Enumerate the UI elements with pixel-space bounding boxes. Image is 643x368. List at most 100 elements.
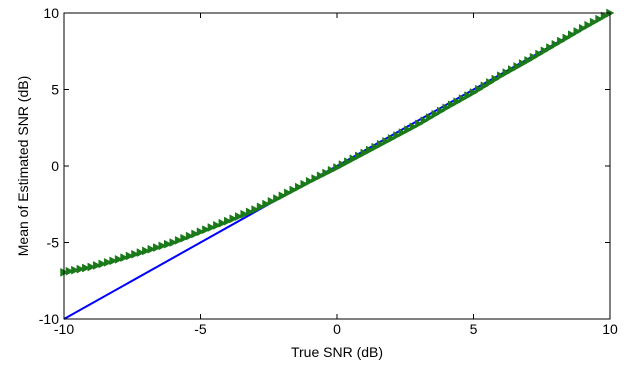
y-tick-label-3: 5	[51, 82, 59, 98]
series-1-marker-50	[333, 163, 342, 172]
series-1-marker-7	[98, 259, 107, 269]
series-1-marker-8	[103, 257, 113, 267]
series-1-marker-57	[371, 142, 380, 152]
series-1-marker-38	[267, 196, 277, 206]
series-1-marker-5	[87, 262, 96, 272]
y-tick-label-4: 10	[43, 5, 59, 21]
series-1-marker-21	[174, 235, 184, 245]
series-1-marker-47	[316, 171, 326, 181]
series-1-marker-36	[256, 202, 266, 212]
series-1-marker-85	[524, 56, 533, 65]
series-1-marker-86	[529, 52, 539, 62]
series-1-marker-42	[289, 185, 298, 195]
series-1-marker-3	[76, 264, 85, 274]
series-1-marker-45	[305, 176, 315, 186]
series-1-marker-30	[224, 216, 233, 226]
series-1-marker-67	[426, 113, 435, 122]
series-1-marker-75	[469, 88, 479, 97]
series-1-marker-79	[491, 74, 500, 84]
series-1-marker-90	[551, 39, 560, 49]
x-tick-label-0: -10	[54, 321, 74, 337]
series-1-marker-66	[420, 116, 429, 126]
series-1-marker-60	[387, 134, 397, 143]
series-1-marker-54	[355, 151, 364, 161]
series-1-marker-78	[486, 78, 495, 87]
series-1-marker-51	[338, 160, 347, 170]
y-axis-label: Mean of Estimated SNR (dB)	[15, 76, 31, 257]
series-1-marker-73	[458, 94, 468, 104]
series-1-marker-32	[234, 212, 244, 221]
series-1-marker-49	[327, 165, 337, 175]
series-1-marker-74	[464, 91, 473, 101]
series-1-marker-26	[202, 225, 211, 235]
series-1-marker-92	[562, 33, 571, 43]
series-1-marker-97	[589, 17, 599, 27]
series-1-marker-35	[251, 205, 260, 215]
series-1-marker-80	[497, 71, 506, 81]
series-1-marker-70	[442, 103, 451, 113]
series-1-marker-18	[158, 241, 167, 251]
series-1-marker-23	[185, 231, 195, 241]
series-1-marker-98	[595, 14, 604, 24]
series-1-marker-83	[513, 62, 522, 71]
series-1-marker-64	[409, 122, 418, 132]
series-1-marker-6	[93, 261, 102, 270]
series-1-marker-29	[218, 218, 227, 228]
series-1-marker-16	[147, 244, 156, 254]
series-1-marker-48	[322, 168, 331, 178]
series-1-marker-84	[518, 59, 528, 68]
series-1-marker-59	[382, 136, 391, 146]
series-1-marker-13	[131, 249, 140, 259]
series-1-marker-44	[300, 179, 309, 189]
series-1-marker-28	[213, 220, 222, 230]
series-layer	[60, 8, 615, 320]
series-1-marker-40	[278, 191, 287, 201]
series-1-marker-99	[600, 11, 610, 21]
y-tick-label-0: -10	[39, 311, 59, 327]
series-1-marker-9	[109, 256, 118, 266]
series-1-marker-89	[546, 43, 555, 52]
series-1-marker-20	[169, 238, 178, 247]
series-line-1	[63, 12, 611, 274]
series-1-marker-55	[360, 148, 369, 158]
series-1-marker-61	[393, 131, 402, 140]
series-1-marker-65	[415, 119, 424, 129]
series-1-marker-24	[191, 229, 200, 239]
series-1-marker-41	[284, 188, 293, 198]
y-tick-label-1: -5	[47, 235, 60, 251]
series-1-marker-46	[311, 174, 320, 183]
x-tick-label-4: 10	[602, 321, 618, 337]
series-1-marker-56	[366, 145, 375, 155]
x-tick-label-1: -5	[194, 321, 207, 337]
series-1-marker-94	[573, 27, 582, 36]
series-1-marker-96	[584, 20, 593, 30]
series-1-marker-91	[557, 36, 566, 46]
x-tick-label-3: 5	[470, 321, 478, 337]
series-1-marker-62	[398, 128, 408, 138]
series-1-marker-93	[568, 30, 577, 40]
series-1-marker-4	[82, 263, 91, 273]
y-tick-label-2: 0	[51, 158, 59, 174]
series-1-marker-82	[507, 65, 517, 75]
series-1-marker-12	[125, 251, 135, 261]
series-1-marker-37	[262, 199, 271, 209]
series-1-marker-10	[114, 254, 124, 264]
series-1-marker-63	[404, 125, 413, 135]
series-1-marker-87	[535, 49, 544, 59]
series-1-marker-1	[65, 266, 74, 276]
series-1-marker-33	[240, 209, 249, 219]
series-1-marker-77	[480, 81, 489, 91]
series-1-marker-2	[71, 265, 80, 275]
series-1-marker-72	[453, 97, 462, 107]
series-1-marker-81	[502, 68, 511, 78]
series-1-marker-17	[153, 243, 162, 252]
series-1-marker-14	[136, 248, 145, 258]
series-1-marker-52	[344, 157, 353, 167]
series-1-marker-19	[163, 239, 173, 249]
series-1-marker-88	[540, 46, 550, 56]
series-1-marker-34	[245, 207, 255, 217]
x-tick-label-2: 0	[333, 321, 341, 337]
series-1-marker-95	[578, 23, 588, 33]
series-1-marker-22	[180, 233, 189, 243]
